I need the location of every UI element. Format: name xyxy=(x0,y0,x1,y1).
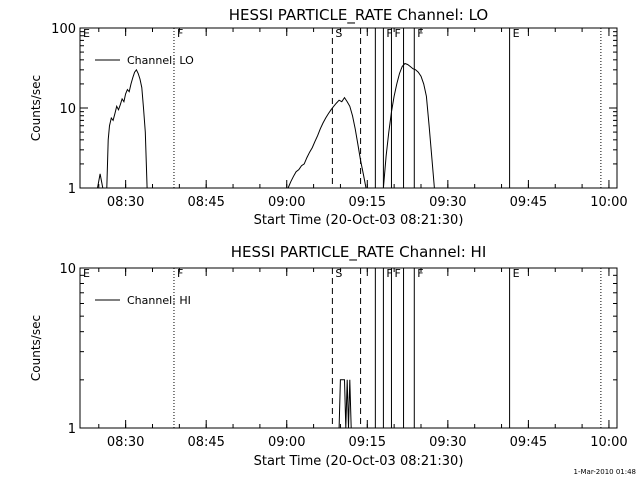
x-tick-label: 10:00 xyxy=(590,435,627,450)
lo-channel-panel: HESSI PARTICLE_RATE Channel: LO Start Tim… xyxy=(29,6,628,228)
plot-frame xyxy=(79,267,618,429)
y-tick-label: 100 xyxy=(51,22,76,37)
chart-title: HESSI PARTICLE_RATE Channel: HI xyxy=(231,243,487,262)
series-line xyxy=(338,379,352,429)
x-tick-label: 08:45 xyxy=(187,435,224,450)
event-marker-label: F xyxy=(177,27,183,40)
timestamp-stamp: 1-Mar-2010 01:48 xyxy=(574,468,636,476)
event-marker-label: F xyxy=(394,27,400,40)
event-marker-label: S xyxy=(335,27,342,40)
event-marker-label: E xyxy=(513,267,520,280)
y-tick-label: 1 xyxy=(68,182,76,197)
x-tick-label: 10:00 xyxy=(590,195,627,210)
series-line xyxy=(287,96,367,189)
event-marker-label: E xyxy=(83,267,90,280)
x-tick-label: 09:30 xyxy=(429,435,466,450)
x-tick-label: 09:15 xyxy=(349,195,386,210)
series-line xyxy=(382,62,435,189)
legend-label: Channel: HI xyxy=(127,294,191,307)
hi-channel-panel: HESSI PARTICLE_RATE Channel: HI Start Tim… xyxy=(29,243,628,469)
event-marker-label: E xyxy=(83,27,90,40)
x-tick-label: 09:00 xyxy=(268,195,305,210)
y-tick-label: 1 xyxy=(68,422,76,437)
event-marker-label: F xyxy=(417,267,423,280)
x-tick-label: 08:45 xyxy=(187,195,224,210)
plot-frame xyxy=(79,27,618,189)
x-tick-label: 09:45 xyxy=(510,435,547,450)
y-axis-label: Counts/sec xyxy=(29,75,43,141)
event-marker-label: F xyxy=(177,267,183,280)
x-axis-label: Start Time (20-Oct-03 08:21:30) xyxy=(254,213,464,228)
event-marker-label: S xyxy=(335,267,342,280)
event-marker-label: F xyxy=(417,27,423,40)
x-axis-label: Start Time (20-Oct-03 08:21:30) xyxy=(254,454,464,469)
x-tick-label: 09:15 xyxy=(349,435,386,450)
x-tick-label: 09:00 xyxy=(268,435,305,450)
chart-title: HESSI PARTICLE_RATE Channel: LO xyxy=(229,6,488,25)
y-axis-label: Counts/sec xyxy=(29,315,43,381)
y-tick-label: 10 xyxy=(59,102,76,117)
event-marker-label: E xyxy=(513,27,520,40)
x-tick-label: 08:30 xyxy=(107,435,144,450)
series-line xyxy=(97,68,148,189)
x-tick-label: 09:30 xyxy=(429,195,466,210)
y-tick-label: 10 xyxy=(59,262,76,277)
event-marker-label: F xyxy=(394,267,400,280)
event-marker-label: F xyxy=(386,267,392,280)
x-tick-label: 09:45 xyxy=(510,195,547,210)
legend-label: Channel: LO xyxy=(127,54,194,67)
x-tick-label: 08:30 xyxy=(107,195,144,210)
event-marker-label: F xyxy=(386,27,392,40)
